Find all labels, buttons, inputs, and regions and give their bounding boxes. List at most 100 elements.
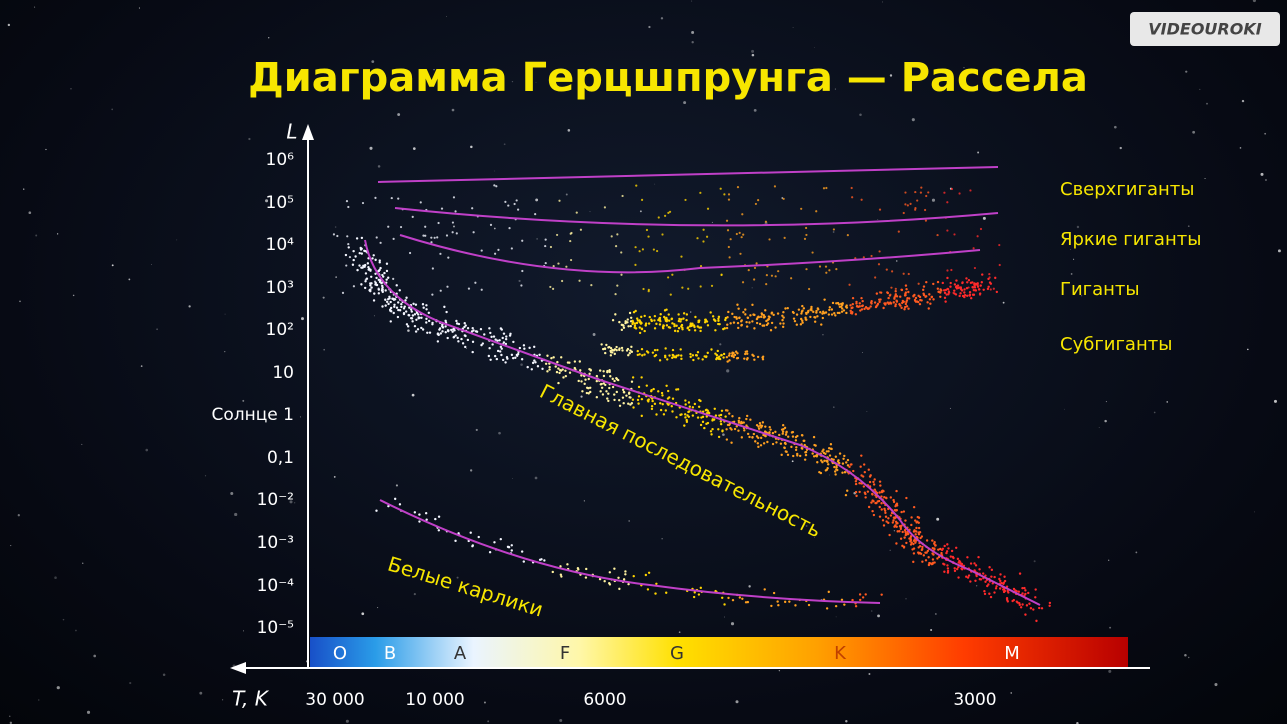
star-dot: [623, 578, 625, 580]
star-dot: [842, 302, 844, 304]
star-dot: [747, 317, 749, 319]
star-dot: [612, 378, 614, 380]
star-dot: [681, 324, 683, 326]
star-dot: [900, 538, 902, 540]
star-dot: [677, 388, 679, 390]
star-dot: [386, 270, 388, 272]
background-star: [1265, 179, 1267, 181]
star-dot: [440, 290, 442, 292]
star-dot: [1003, 591, 1005, 593]
star-dot: [979, 578, 981, 580]
star-dot: [924, 209, 926, 211]
star-dot: [647, 351, 649, 353]
star-dot: [920, 187, 922, 189]
star-dot: [756, 424, 758, 426]
star-dot: [734, 354, 736, 356]
star-dot: [864, 496, 866, 498]
star-dot: [407, 325, 409, 327]
star-dot: [546, 370, 548, 372]
star-dot: [698, 406, 700, 408]
star-dot: [785, 451, 787, 453]
star-dot: [464, 334, 466, 336]
star-dot: [936, 234, 938, 236]
star-dot: [397, 301, 399, 303]
star-dot: [731, 354, 733, 356]
star-dot: [406, 323, 408, 325]
star-dot: [689, 323, 691, 325]
star-dot: [528, 347, 530, 349]
star-dot: [671, 274, 673, 276]
star-dot: [777, 312, 779, 314]
star-dot: [462, 342, 464, 344]
star-dot: [953, 289, 955, 291]
star-dot: [443, 306, 445, 308]
star-dot: [494, 338, 496, 340]
star-dot: [916, 199, 918, 201]
star-dot: [804, 451, 806, 453]
star-dot: [833, 312, 835, 314]
star-dot: [523, 560, 525, 562]
star-dot: [820, 472, 822, 474]
star-dot: [507, 204, 509, 206]
star-dot: [787, 307, 789, 309]
star-dot: [615, 346, 617, 348]
star-dot: [664, 309, 666, 311]
star-dot: [881, 508, 883, 510]
star-dot: [941, 549, 943, 551]
star-dot: [420, 317, 422, 319]
star-dot: [915, 297, 917, 299]
star-dot: [580, 374, 582, 376]
star-dot: [987, 583, 989, 585]
star-dot: [918, 533, 920, 535]
star-dot: [634, 246, 636, 248]
background-star: [129, 682, 131, 684]
star-dot: [766, 441, 768, 443]
star-dot: [374, 259, 376, 261]
background-star: [661, 17, 663, 19]
background-star: [822, 334, 823, 335]
star-dot: [711, 419, 713, 421]
star-dot: [871, 493, 873, 495]
star-dot: [444, 325, 446, 327]
star-dot: [796, 453, 798, 455]
star-dot: [665, 385, 667, 387]
background-star: [566, 193, 568, 195]
star-dot: [927, 550, 929, 552]
star-dot: [659, 323, 661, 325]
star-dot: [399, 309, 401, 311]
star-dot: [829, 306, 831, 308]
star-dot: [917, 546, 919, 548]
star-dot: [672, 354, 674, 356]
star-dot: [545, 239, 547, 241]
star-dot: [437, 340, 439, 342]
star-dot: [821, 450, 823, 452]
background-star: [1188, 225, 1190, 227]
background-star: [724, 617, 725, 618]
region-label: Яркие гиганты: [1060, 229, 1201, 250]
star-dot: [918, 517, 920, 519]
star-dot: [658, 216, 660, 218]
star-dot: [946, 229, 948, 231]
y-tick-label: 10⁶: [266, 150, 295, 170]
star-dot: [829, 454, 831, 456]
background-star: [57, 686, 60, 689]
star-dot: [796, 323, 798, 325]
star-dot: [782, 433, 784, 435]
background-star: [1108, 560, 1109, 561]
star-dot: [447, 257, 449, 259]
background-star: [225, 314, 226, 315]
star-dot: [689, 405, 691, 407]
star-dot: [745, 418, 747, 420]
star-dot: [922, 292, 924, 294]
star-dot: [687, 288, 689, 290]
star-dot: [1032, 608, 1034, 610]
background-star: [28, 211, 31, 214]
background-star: [243, 630, 244, 631]
star-dot: [627, 318, 629, 320]
star-dot: [726, 327, 728, 329]
star-dot: [689, 353, 691, 355]
star-dot: [565, 375, 567, 377]
star-dot: [384, 299, 386, 301]
star-dot: [830, 443, 832, 445]
star-dot: [988, 566, 990, 568]
